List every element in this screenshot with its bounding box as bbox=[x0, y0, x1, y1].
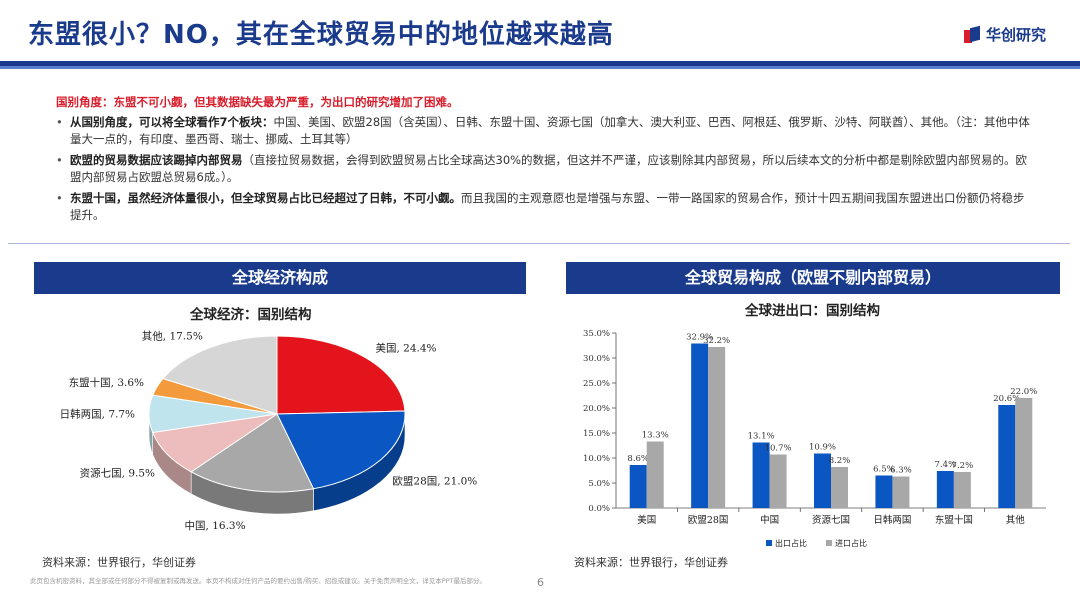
pie-chart: 美国, 24.4% 欧盟28国, 21.0% 中国, 16.3% 资源七国, 9.5%… bbox=[60, 330, 478, 533]
x-category-label: 中国 bbox=[760, 514, 779, 526]
logo-icon bbox=[963, 25, 980, 43]
pie-slice bbox=[151, 413, 278, 473]
pie-top-group bbox=[148, 335, 406, 493]
pie-slice-label: 欧盟28国, 21.0% bbox=[392, 475, 477, 487]
brand-logo: 华创研究 bbox=[963, 24, 1046, 45]
page-title: 东盟很小？NO，其在全球贸易中的地位越来越高 bbox=[28, 20, 614, 50]
bar-value-label: 7.4% bbox=[935, 460, 957, 470]
pie-slice bbox=[276, 410, 406, 490]
bar-legend: 出口占比 进口占比 bbox=[766, 538, 867, 548]
bar bbox=[1015, 398, 1033, 508]
bar bbox=[892, 476, 910, 508]
x-category-label: 其他 bbox=[1006, 514, 1026, 526]
bullet-item: 东盟十国，虽然经济体量很小，但全球贸易占比已经超过了日韩，不可小觑。而且我国的主… bbox=[56, 190, 1031, 224]
x-category-label: 资源七国 bbox=[812, 515, 850, 526]
y-tick-label: 35.0% bbox=[583, 329, 610, 339]
bar-value-label: 8.6% bbox=[627, 454, 649, 464]
bar-value-label: 8.2% bbox=[829, 456, 851, 466]
x-category-label: 日韩两国 bbox=[873, 514, 911, 526]
left-source-note: 资料来源：世界银行，华创证券 bbox=[42, 556, 196, 569]
bar bbox=[769, 454, 787, 508]
bullet-item: 从国别角度，可以将全球看作7个板块：中国、美国、欧盟28国（含英国）、日韩、东盟… bbox=[56, 114, 1031, 148]
pie-labels: 美国, 24.4% 欧盟28国, 21.0% 中国, 16.3% 资源七国, 9.5%… bbox=[60, 330, 478, 533]
bullet-list: 从国别角度，可以将全球看作7个板块：中国、美国、欧盟28国（含英国）、日韩、东盟… bbox=[56, 114, 1031, 228]
section-divider bbox=[8, 243, 1070, 244]
bar-value-label: 10.7% bbox=[765, 444, 792, 454]
y-tick-label: 30.0% bbox=[583, 354, 610, 364]
x-category-label: 东盟十国 bbox=[935, 514, 973, 526]
bar-chart-title: 全球进出口：国别结构 bbox=[745, 303, 880, 319]
bar-value-label: 6.5% bbox=[873, 465, 895, 475]
bar-value-label: 6.3% bbox=[890, 466, 912, 476]
pie-slice-label: 东盟十国, 3.6% bbox=[69, 376, 144, 389]
pie-slice-label: 美国, 24.4% bbox=[375, 342, 436, 355]
pie-slice-label: 日韩两国, 7.7% bbox=[60, 408, 135, 421]
bar-value-label: 20.6% bbox=[993, 394, 1020, 404]
pie-slice-label: 资源七国, 9.5% bbox=[80, 466, 155, 479]
right-panel-header: 全球贸易构成（欧盟不剔内部贸易） bbox=[566, 262, 1060, 294]
bar bbox=[691, 343, 709, 508]
left-panel-header: 全球经济构成 bbox=[34, 262, 526, 294]
pie-slice bbox=[190, 413, 315, 493]
bar-value-label: 22.0% bbox=[1010, 387, 1037, 397]
bullet-text: （直接拉贸易数据，会得到欧盟贸易占比全球高达30%的数据，但这并不严谨，应该剔除… bbox=[70, 153, 1028, 184]
bar bbox=[814, 453, 831, 508]
bar-marks: 8.6% 13.3% 32.9%32.2% 13.1% 10.7% 10.9% 8.2% 6.… bbox=[627, 333, 1037, 508]
bar-value-label: 32.2% bbox=[703, 336, 730, 346]
bar-value-label: 10.9% bbox=[809, 443, 836, 453]
y-tick-label: 25.0% bbox=[583, 379, 610, 389]
y-tick-label: 20.0% bbox=[583, 404, 610, 414]
x-category-label: 美国 bbox=[637, 514, 656, 526]
bar-value-label: 7.2% bbox=[952, 461, 974, 471]
pie-slice bbox=[162, 335, 278, 415]
right-source-note: 资料来源：世界银行，华创证券 bbox=[574, 556, 728, 569]
pie-slice bbox=[276, 335, 406, 415]
pie-slice-label: 中国, 16.3% bbox=[185, 519, 246, 532]
bar-y-axis: 0.0% 5.0% 10.0% 15.0% 20.0% 25.0% 30.0% 35.0% bbox=[583, 329, 617, 514]
bullet-item: 欧盟的贸易数据应该踢掉内部贸易（直接拉贸易数据，会得到欧盟贸易占比全球高达30%… bbox=[56, 152, 1031, 186]
logo-text: 华创研究 bbox=[985, 26, 1046, 44]
bar bbox=[936, 471, 954, 508]
legend-label: 进口占比 bbox=[835, 538, 867, 548]
bullet-lead: 东盟十国，虽然经济体量很小，但全球贸易占比已经超过了日韩，不可小觑。 bbox=[70, 191, 461, 205]
bar bbox=[875, 475, 893, 508]
y-tick-label: 0.0% bbox=[588, 504, 610, 514]
bar bbox=[998, 405, 1016, 508]
x-category-label: 欧盟28国 bbox=[688, 514, 729, 526]
header-rule-accent bbox=[0, 66, 1080, 69]
bullet-text: 中国、美国、欧盟28国（含英国）、日韩、东盟十国、资源七国（加拿大、澳大利亚、巴… bbox=[70, 115, 1030, 146]
header-rule bbox=[0, 61, 1080, 66]
bullet-text: 而且我国的主观意愿也是增强与东盟、一带一路国家的贸易合作，预计十四五期间我国东盟… bbox=[70, 191, 1025, 222]
legend-swatch bbox=[826, 540, 832, 546]
intro-statement: 国别角度：东盟不可小觑，但其数据缺失最为严重，为出口的研究增加了困难。 bbox=[56, 95, 459, 109]
page-number: 6 bbox=[537, 576, 544, 589]
bar-chart: 0.0% 5.0% 10.0% 15.0% 20.0% 25.0% 30.0% 35.0% 8.… bbox=[583, 329, 1046, 548]
bar-value-label: 13.3% bbox=[642, 431, 669, 441]
bar bbox=[953, 472, 971, 508]
y-tick-label: 15.0% bbox=[583, 429, 610, 439]
y-tick-label: 5.0% bbox=[588, 479, 610, 489]
bullet-lead: 从国别角度，可以将全球看作7个板块： bbox=[70, 115, 274, 129]
legend-swatch bbox=[766, 540, 772, 546]
bar bbox=[831, 467, 848, 508]
bar-value-label: 13.1% bbox=[748, 432, 775, 442]
bullet-lead: 欧盟的贸易数据应该踢掉内部贸易 bbox=[70, 153, 243, 167]
bar bbox=[708, 347, 726, 508]
bar-value-label: 32.9% bbox=[686, 333, 713, 343]
bar bbox=[752, 442, 770, 508]
disclaimer-footnote: 此页包含机密资料，其全部或任何部分不得被复制或再发送。本页不构成对任何产品的要约… bbox=[30, 577, 486, 585]
pie-slice-label: 其他, 17.5% bbox=[142, 330, 203, 343]
y-tick-label: 10.0% bbox=[583, 454, 610, 464]
bar bbox=[629, 465, 647, 508]
bar bbox=[646, 441, 664, 508]
legend-label: 出口占比 bbox=[775, 538, 807, 548]
pie-chart-title: 全球经济：国别结构 bbox=[190, 307, 312, 323]
